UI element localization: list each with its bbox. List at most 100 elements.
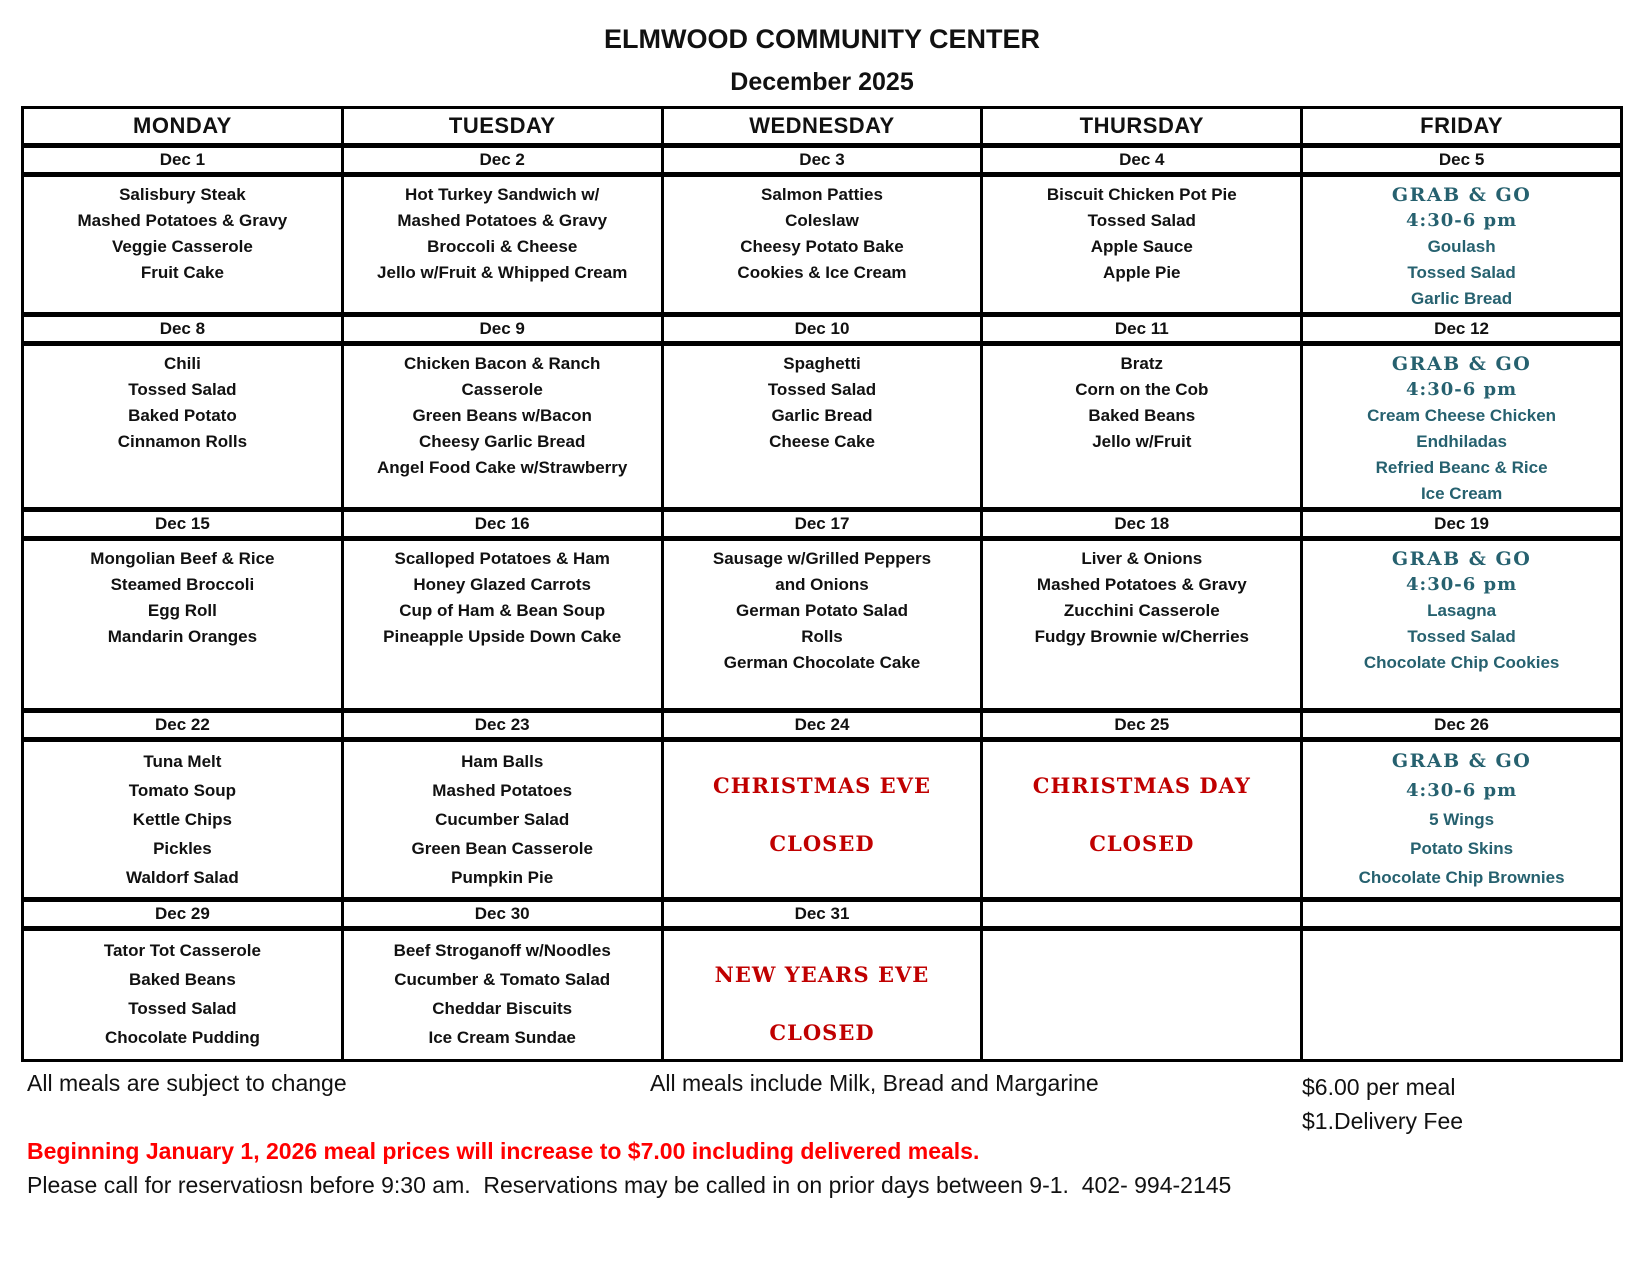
date-cell: Dec 17 <box>660 507 984 541</box>
date-cell: Dec 3 <box>660 143 984 177</box>
menu-item: Honey Glazed Carrots <box>413 575 591 594</box>
menu-item: Mashed Potatoes & Gravy <box>1036 575 1247 594</box>
date-cell: Dec 15 <box>21 507 344 541</box>
grab-and-go-time: 4:30-6 pm <box>1406 210 1518 231</box>
date-cell: Dec 5 <box>1300 143 1623 177</box>
menu-item: 5 Wings <box>1429 810 1495 829</box>
grab-and-go-cell: GRAB & GO 4:30-6 pm Goulash Tossed Salad Gar… <box>1300 173 1623 316</box>
menu-item: Tomato Soup <box>128 781 237 800</box>
date-cell: Dec 31 <box>660 897 984 931</box>
menu-item: Spaghetti <box>783 354 861 373</box>
empty-cell <box>1300 927 1623 1062</box>
menu-item: Salisbury Steak <box>119 185 246 204</box>
menu-item: Fruit Cake <box>140 263 224 282</box>
menu-item: Tossed Salad <box>128 999 237 1018</box>
date-cell: Dec 30 <box>340 897 664 931</box>
day-header-row-inner: MONDAY TUESDAY WEDNESDAY THURSDAY FRIDAY <box>21 106 1623 147</box>
week-3-date-row: Dec 15 Dec 16 Dec 17 Dec 18 Dec 19 <box>21 507 1623 541</box>
day-header-tuesday: TUESDAY <box>340 106 664 147</box>
menu-item: Cheesy Garlic Bread <box>419 432 586 451</box>
menu-calendar-table: MONDAY TUESDAY WEDNESDAY THURSDAY FRIDAY Dec… <box>21 106 1623 1062</box>
menu-item: Hot Turkey Sandwich w/ <box>405 185 600 204</box>
holiday-name: CHRISTMAS DAY <box>1032 773 1251 798</box>
menu-item: and Onions <box>775 575 869 594</box>
week-4-date-row: Dec 22 Dec 23 Dec 24 Dec 25 Dec 26 <box>21 708 1623 742</box>
date-cell: Dec 29 <box>21 897 344 931</box>
menu-item: Cinnamon Rolls <box>117 432 248 451</box>
menu-item: German Chocolate Cake <box>723 653 921 672</box>
menu-cell: Salisbury Steak Mashed Potatoes & Gravy Ve… <box>21 173 344 316</box>
menu-cell: Salmon Patties Coleslaw Cheesy Potato Bake… <box>660 173 984 316</box>
date-cell: Dec 18 <box>980 507 1304 541</box>
menu-item: Green Beans w/Bacon <box>412 406 592 425</box>
menu-item: Salmon Patties <box>761 185 883 204</box>
menu-item: Mashed Potatoes & Gravy <box>77 211 288 230</box>
menu-item: Ice Cream <box>1420 484 1503 503</box>
menu-cell: Beef Stroganoff w/Noodles Cucumber & Toma… <box>340 927 664 1062</box>
menu-item: Zucchini Casserole <box>1063 601 1220 620</box>
day-header-monday: MONDAY <box>21 106 344 147</box>
date-cell: Dec 9 <box>340 312 664 346</box>
menu-item: Mashed Potatoes & Gravy <box>397 211 608 230</box>
date-cell <box>980 897 1304 931</box>
menu-item: Waldorf Salad <box>126 868 239 887</box>
menu-cell: Spaghetti Tossed Salad Garlic Bread Cheese … <box>660 342 984 511</box>
date-cell: Dec 23 <box>340 708 664 742</box>
footer-note-included-items: All meals include Milk, Bread and Margar… <box>650 1070 1099 1096</box>
day-header-friday: FRIDAY <box>1300 106 1623 147</box>
date-cell: Dec 10 <box>660 312 984 346</box>
menu-cell: Mongolian Beef & Rice Steamed Broccoli Egg… <box>21 537 344 712</box>
menu-item: Green Bean Casserole <box>411 839 593 858</box>
price-increase-notice: Beginning January 1, 2026 meal prices wi… <box>27 1138 980 1164</box>
day-header-row: MONDAY TUESDAY WEDNESDAY THURSDAY FRIDAY <box>21 106 1623 147</box>
menu-item: Pickles <box>153 839 212 858</box>
menu-item: Tossed Salad <box>1407 263 1516 282</box>
menu-cell: Tator Tot Casserole Baked Beans Tossed Sal… <box>21 927 344 1062</box>
calendar-body: Dec 1 Dec 2 Dec 3 Dec 4 Dec 5 Salisbury Steak… <box>21 143 1623 1062</box>
menu-item: Mongolian Beef & Rice <box>90 549 275 568</box>
menu-item: Baked Beans <box>129 970 236 989</box>
menu-item: Tossed Salad <box>767 380 877 399</box>
menu-item: Broccoli & Cheese <box>427 237 578 256</box>
menu-item: Fudgy Brownie w/Cherries <box>1034 627 1249 646</box>
grab-and-go-time: 4:30-6 pm <box>1406 574 1518 595</box>
menu-item: Bratz <box>1120 354 1164 373</box>
menu-cell: Scalloped Potatoes & Ham Honey Glazed Car… <box>340 537 664 712</box>
footer-prices: $6.00 per meal $1.Delivery Fee <box>1302 1070 1463 1138</box>
menu-item: Sausage w/Grilled Peppers <box>712 549 932 568</box>
menu-item: Cheese Cake <box>769 432 875 451</box>
price-per-meal: $6.00 per meal <box>1302 1074 1456 1100</box>
menu-item: Angel Food Cake w/Strawberry <box>377 458 628 477</box>
menu-item: Beef Stroganoff w/Noodles <box>393 941 611 960</box>
reservations-instructions: Please call for reservatiosn before 9:30… <box>27 1172 1232 1198</box>
holiday-closed-status: CLOSED <box>769 1020 875 1045</box>
week-4-menu-row: Tuna Melt Tomato Soup Kettle Chips Pickles W… <box>21 738 1623 901</box>
grab-and-go-title: GRAB & GO <box>1391 548 1532 570</box>
footer-note-subject-to-change: All meals are subject to change <box>27 1070 347 1096</box>
menu-item: Cream Cheese Chicken <box>1367 406 1557 425</box>
menu-item: Garlic Bread <box>771 406 873 425</box>
date-cell: Dec 19 <box>1300 507 1623 541</box>
menu-item: Refried Beanc & Rice <box>1375 458 1548 477</box>
menu-item: Lasagna <box>1427 601 1497 620</box>
menu-item: Apple Sauce <box>1090 237 1193 256</box>
date-cell <box>1300 897 1623 931</box>
menu-item: Pumpkin Pie <box>451 868 554 887</box>
menu-item: Tossed Salad <box>128 380 237 399</box>
date-cell: Dec 26 <box>1300 708 1623 742</box>
day-header-wednesday: WEDNESDAY <box>660 106 984 147</box>
delivery-fee: $1.Delivery Fee <box>1302 1108 1464 1134</box>
menu-item: Egg Roll <box>147 601 217 620</box>
menu-item: Rolls <box>801 627 843 646</box>
menu-item: Coleslaw <box>785 211 859 230</box>
date-cell: Dec 1 <box>21 143 344 177</box>
menu-item: Jello w/Fruit <box>1092 432 1192 451</box>
holiday-cell: CHRISTMAS EVE CLOSED <box>660 738 984 901</box>
menu-item: Veggie Casserole <box>111 237 253 256</box>
grab-and-go-cell: GRAB & GO 4:30-6 pm Cream Cheese Chicken En… <box>1300 342 1623 511</box>
menu-item: Baked Potato <box>128 406 237 425</box>
holiday-cell: NEW YEARS EVE CLOSED <box>660 927 984 1062</box>
holiday-name: NEW YEARS EVE <box>714 962 930 987</box>
menu-item: Chocolate Chip Brownies <box>1358 868 1565 887</box>
empty-cell <box>980 927 1304 1062</box>
